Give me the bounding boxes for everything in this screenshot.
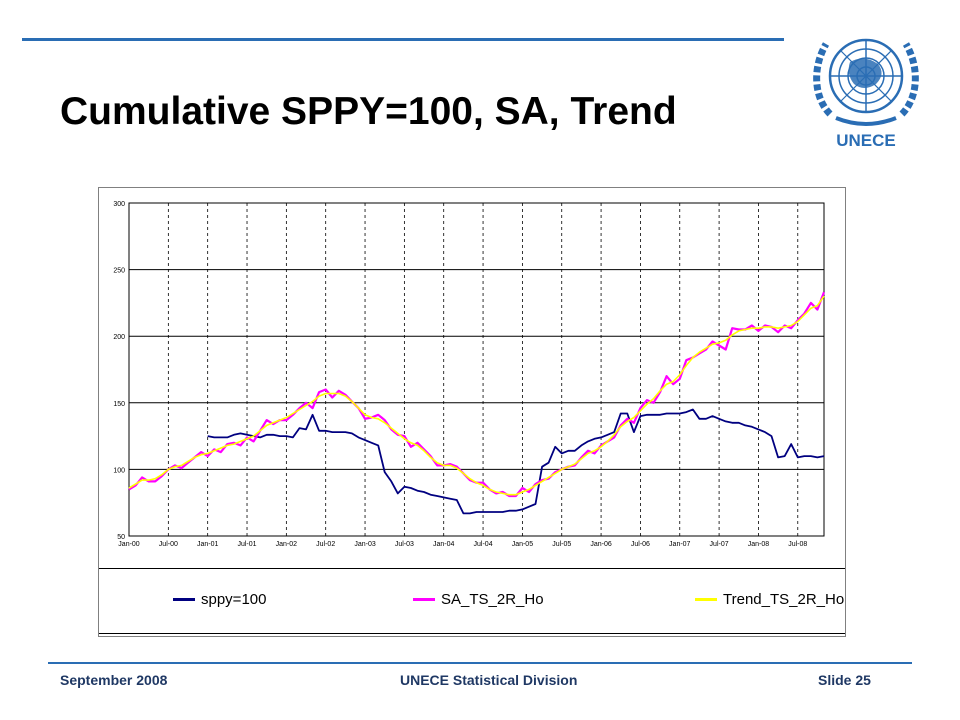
y-tick-label-200: 200 — [113, 334, 125, 341]
bottom-accent-rule — [48, 662, 912, 664]
legend-label-trend: Trend_TS_2R_Ho — [723, 591, 845, 608]
footer-organization: UNECE Statistical Division — [400, 672, 578, 688]
top-accent-rule — [22, 38, 784, 41]
legend-label-sppy: sppy=100 — [201, 591, 267, 608]
y-tick-label-50: 50 — [117, 534, 125, 541]
plot-area-frame — [128, 202, 825, 537]
line-chart: 50 100 150 200 250 300 Jan-00 Jul-00 Jan-01 Jul-0… — [113, 201, 826, 548]
series-line-trend — [128, 295, 825, 496]
x-tick-label-14: Jan-07 — [669, 541, 691, 548]
y-tick-label-250: 250 — [113, 268, 125, 275]
y-tick-label-300: 300 — [113, 201, 125, 208]
x-tick-label-10: Jan-05 — [512, 541, 534, 548]
page-title: Cumulative SPPY=100, SA, Trend — [60, 90, 677, 133]
x-tick-label-5: Jul-02 — [316, 541, 335, 548]
chart-legend: sppy=100 SA_TS_2R_Ho Trend_TS_2R_Ho — [99, 568, 845, 634]
x-tick-label-11: Jul-05 — [552, 541, 571, 548]
x-tick-label-7: Jul-03 — [395, 541, 414, 548]
legend-item-sa: SA_TS_2R_Ho — [413, 591, 544, 608]
legend-item-sppy: sppy=100 — [173, 591, 266, 608]
x-tick-label-17: Jul-08 — [788, 541, 807, 548]
x-tick-label-15: Jul-07 — [710, 541, 729, 548]
x-tick-label-1: Jul-00 — [159, 541, 178, 548]
x-tick-label-12: Jan-06 — [590, 541, 612, 548]
un-emblem-icon — [813, 38, 919, 126]
legend-swatch-trend — [695, 598, 717, 601]
footer-slide-number: Slide 25 — [818, 672, 871, 688]
x-tick-label-13: Jul-06 — [631, 541, 650, 548]
series-line-sa — [128, 291, 826, 498]
x-tick-label-3: Jul-01 — [237, 541, 256, 548]
footer-date: September 2008 — [60, 672, 168, 688]
y-tick-label-100: 100 — [113, 467, 125, 474]
x-tick-label-2: Jan-01 — [197, 541, 219, 548]
x-tick-label-6: Jan-03 — [354, 541, 376, 548]
series-line-sppy — [207, 408, 825, 515]
legend-swatch-sppy — [173, 598, 195, 601]
legend-swatch-sa — [413, 598, 435, 601]
x-tick-label-9: Jul-04 — [474, 541, 493, 548]
x-tick-label-4: Jan-02 — [276, 541, 298, 548]
legend-item-trend: Trend_TS_2R_Ho — [695, 591, 844, 608]
y-tick-label-150: 150 — [113, 401, 125, 408]
x-tick-label-8: Jan-04 — [433, 541, 455, 548]
legend-label-sa: SA_TS_2R_Ho — [441, 591, 544, 608]
x-tick-label-16: Jan-08 — [748, 541, 770, 548]
un-logo: UNECE — [813, 38, 919, 150]
chart-frame: 50 100 150 200 250 300 Jan-00 Jul-00 Jan-01 Jul-0… — [98, 187, 846, 637]
x-tick-label-0: Jan-00 — [118, 541, 140, 548]
logo-text: UNECE — [836, 131, 896, 150]
